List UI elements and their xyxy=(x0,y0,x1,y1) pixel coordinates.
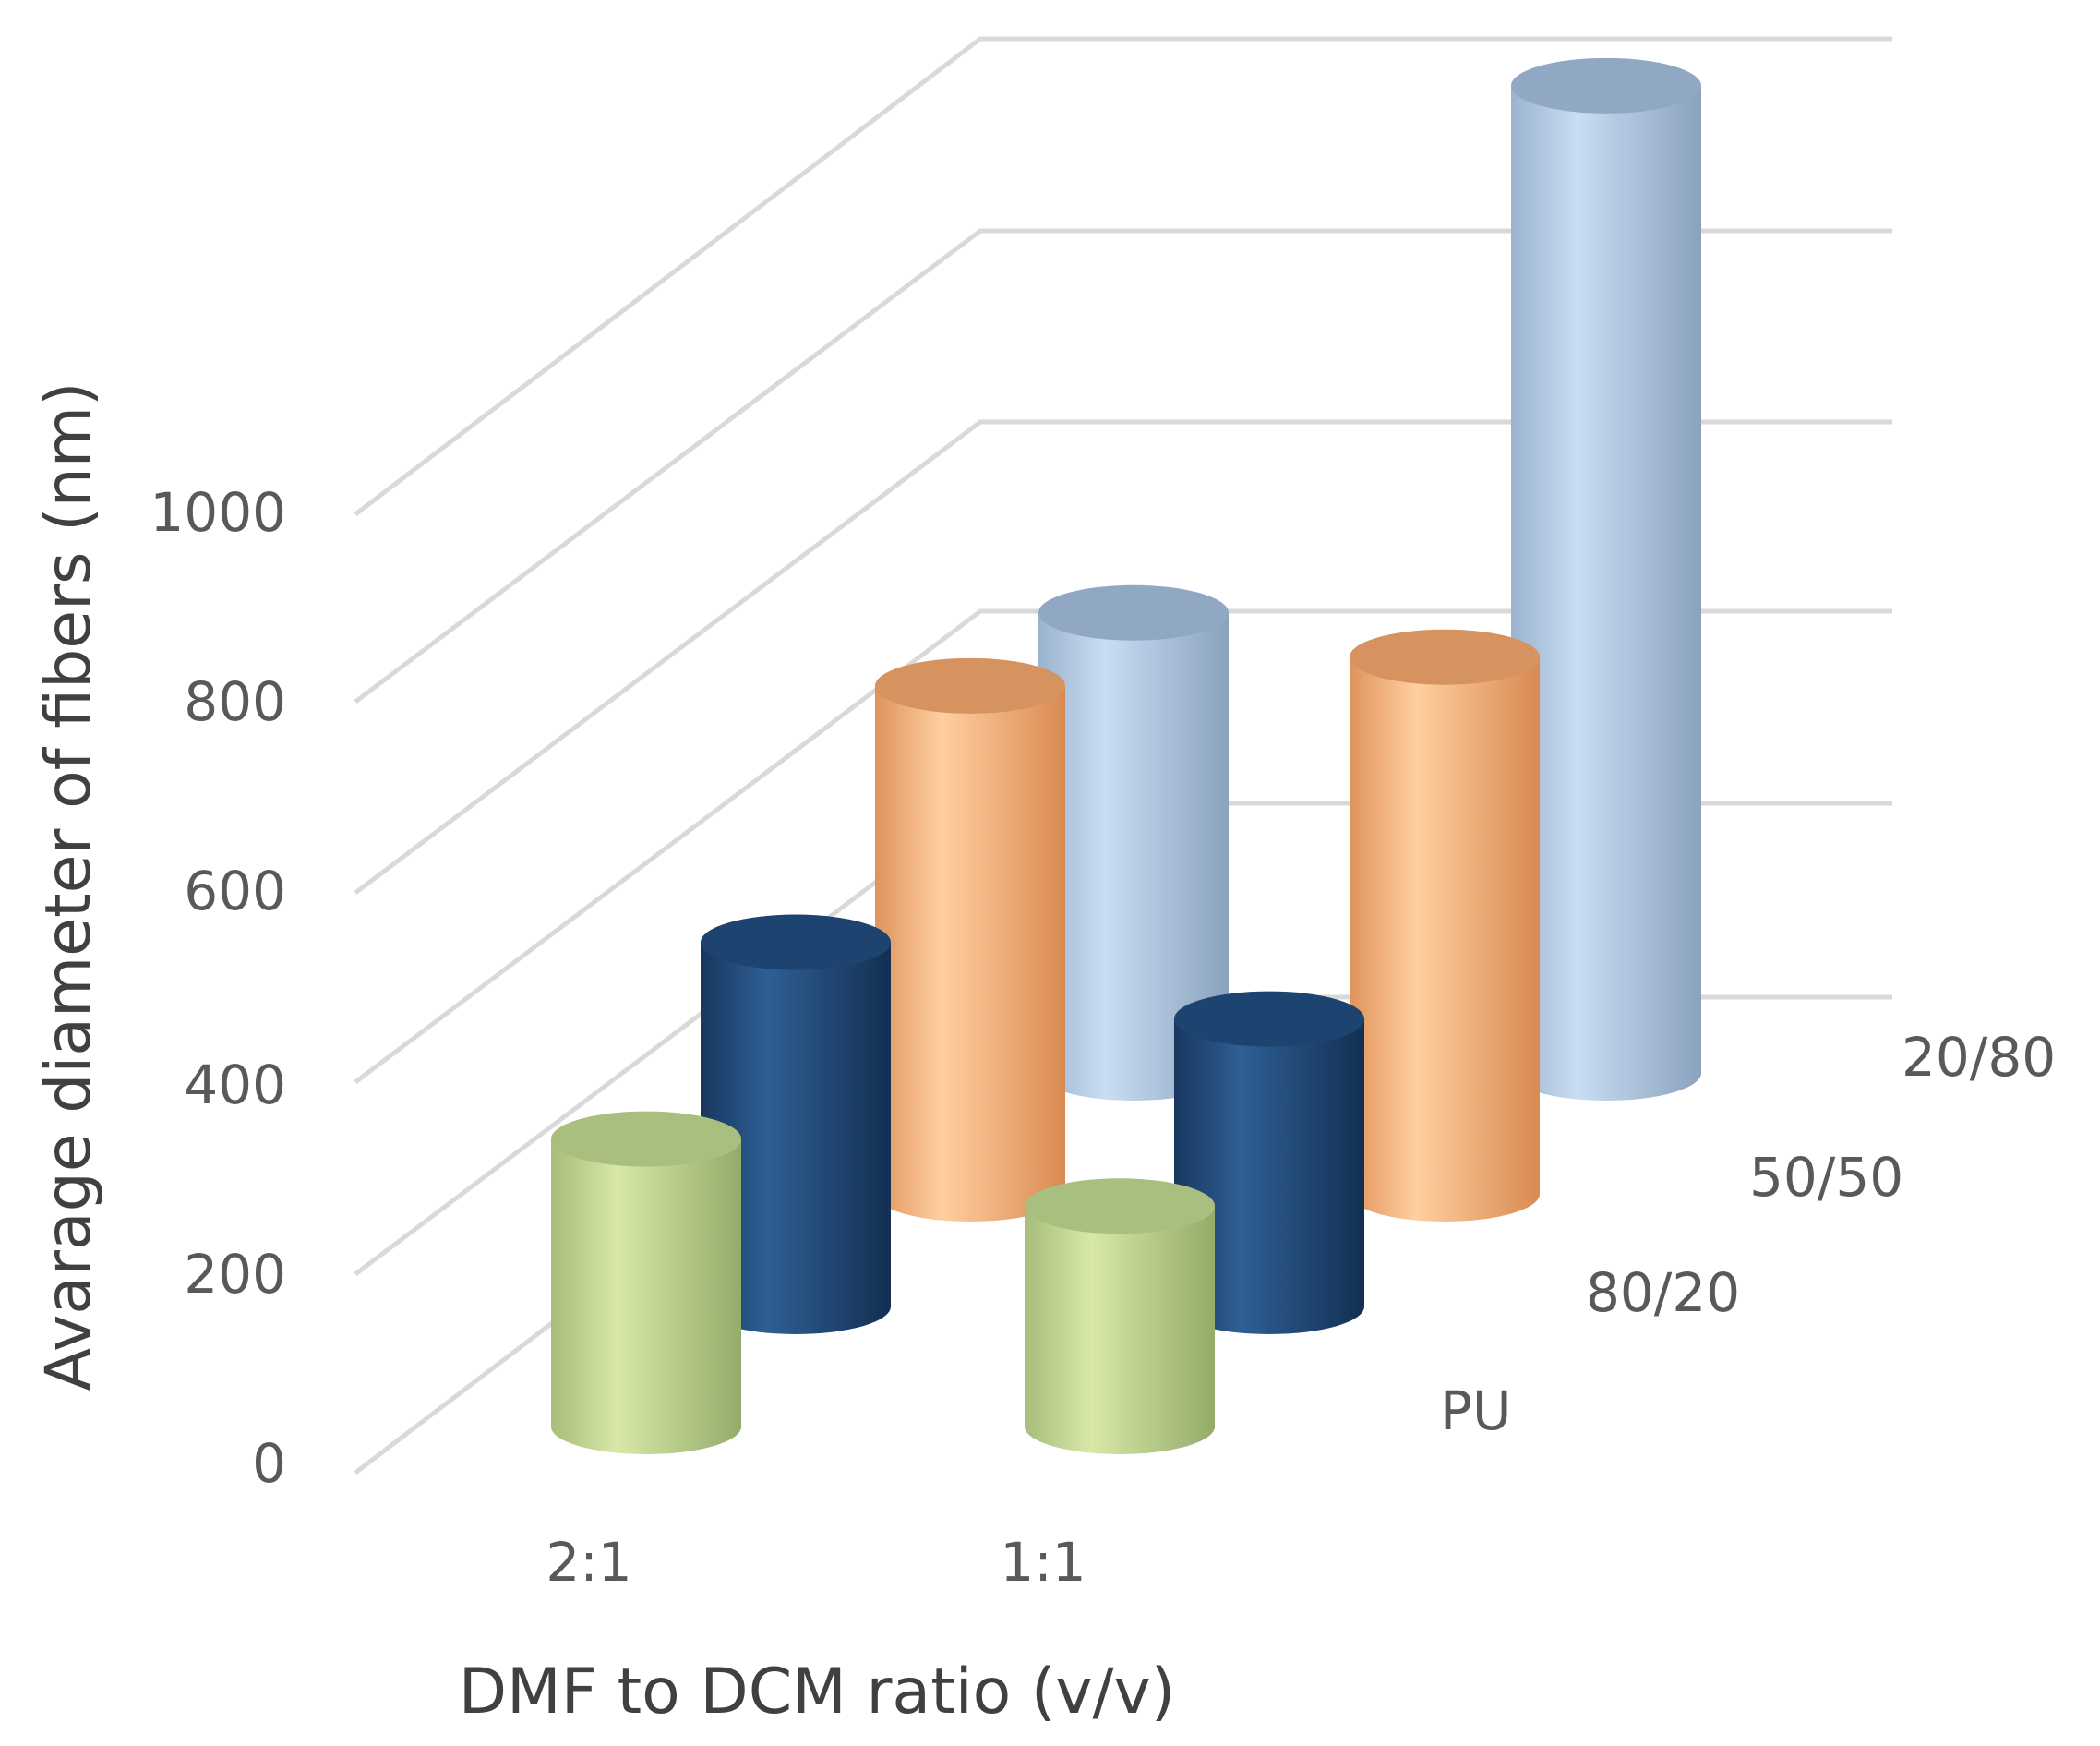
bar-pu-1-1 xyxy=(1025,1178,1215,1454)
bar-body xyxy=(1025,1206,1215,1454)
gridline-1000 xyxy=(354,36,1892,516)
bar-80-20-1-1 xyxy=(1174,991,1364,1334)
bar-body xyxy=(1174,1018,1364,1334)
bar-top xyxy=(701,914,891,970)
bar-body xyxy=(551,1138,741,1454)
y-axis-title: Avarage diameter of fibers (nm) xyxy=(32,382,105,1391)
bar-body xyxy=(875,685,1065,1222)
bar-top xyxy=(875,657,1065,714)
bar-top xyxy=(1350,629,1540,685)
series-label-80-20: 80/20 xyxy=(1586,1261,1740,1324)
bar-top xyxy=(551,1111,741,1167)
bar-top xyxy=(1174,991,1364,1047)
y-tick-200: 200 xyxy=(184,1243,286,1306)
bar-body xyxy=(1511,85,1701,1102)
series-label-50-50: 50/50 xyxy=(1749,1146,1903,1209)
bars xyxy=(551,57,1701,1454)
bar-pu-2-1 xyxy=(551,1111,741,1454)
y-tick-400: 400 xyxy=(184,1054,286,1116)
series-depth-labels: PU 80/20 50/50 20/80 xyxy=(1440,1026,2056,1442)
y-tick-labels: 0 200 400 600 800 1000 xyxy=(150,481,286,1495)
y-tick-0: 0 xyxy=(252,1432,286,1495)
bar-top xyxy=(1025,1178,1215,1234)
y-tick-1000: 1000 xyxy=(150,481,286,544)
bar-body xyxy=(1038,612,1229,1101)
y-tick-800: 800 xyxy=(184,670,286,733)
x-tick-1-1: 1:1 xyxy=(1000,1531,1086,1594)
y-tick-600: 600 xyxy=(184,860,286,922)
bar-body xyxy=(1350,656,1540,1222)
bar-top xyxy=(1511,57,1701,114)
bar-80-20-2-1 xyxy=(701,914,891,1334)
x-tick-2-1: 2:1 xyxy=(546,1531,631,1594)
series-label-pu: PU xyxy=(1440,1379,1511,1442)
x-axis-title: DMF to DCM ratio (v/v) xyxy=(459,1656,1176,1728)
bar-body xyxy=(701,942,891,1334)
x-tick-labels: 2:1 1:1 xyxy=(546,1531,1086,1594)
bar-20-80-2-1 xyxy=(1038,584,1229,1101)
bar-20-80-1-1 xyxy=(1511,57,1701,1102)
bar-50-50-1-1 xyxy=(1350,629,1540,1222)
bar-50-50-2-1 xyxy=(875,657,1065,1222)
bar-top xyxy=(1038,584,1229,641)
series-label-20-80: 20/80 xyxy=(1902,1026,2056,1089)
